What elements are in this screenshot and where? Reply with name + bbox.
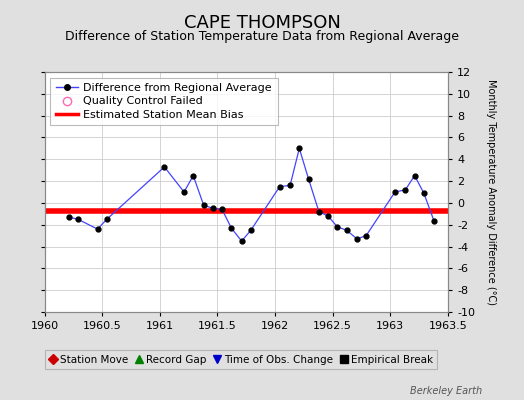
Y-axis label: Monthly Temperature Anomaly Difference (°C): Monthly Temperature Anomaly Difference (… <box>486 79 496 305</box>
Text: Berkeley Earth: Berkeley Earth <box>410 386 482 396</box>
Legend: Difference from Regional Average, Quality Control Failed, Estimated Station Mean: Difference from Regional Average, Qualit… <box>50 78 278 125</box>
Text: Difference of Station Temperature Data from Regional Average: Difference of Station Temperature Data f… <box>65 30 459 43</box>
Legend: Station Move, Record Gap, Time of Obs. Change, Empirical Break: Station Move, Record Gap, Time of Obs. C… <box>45 350 438 369</box>
Text: CAPE THOMPSON: CAPE THOMPSON <box>183 14 341 32</box>
